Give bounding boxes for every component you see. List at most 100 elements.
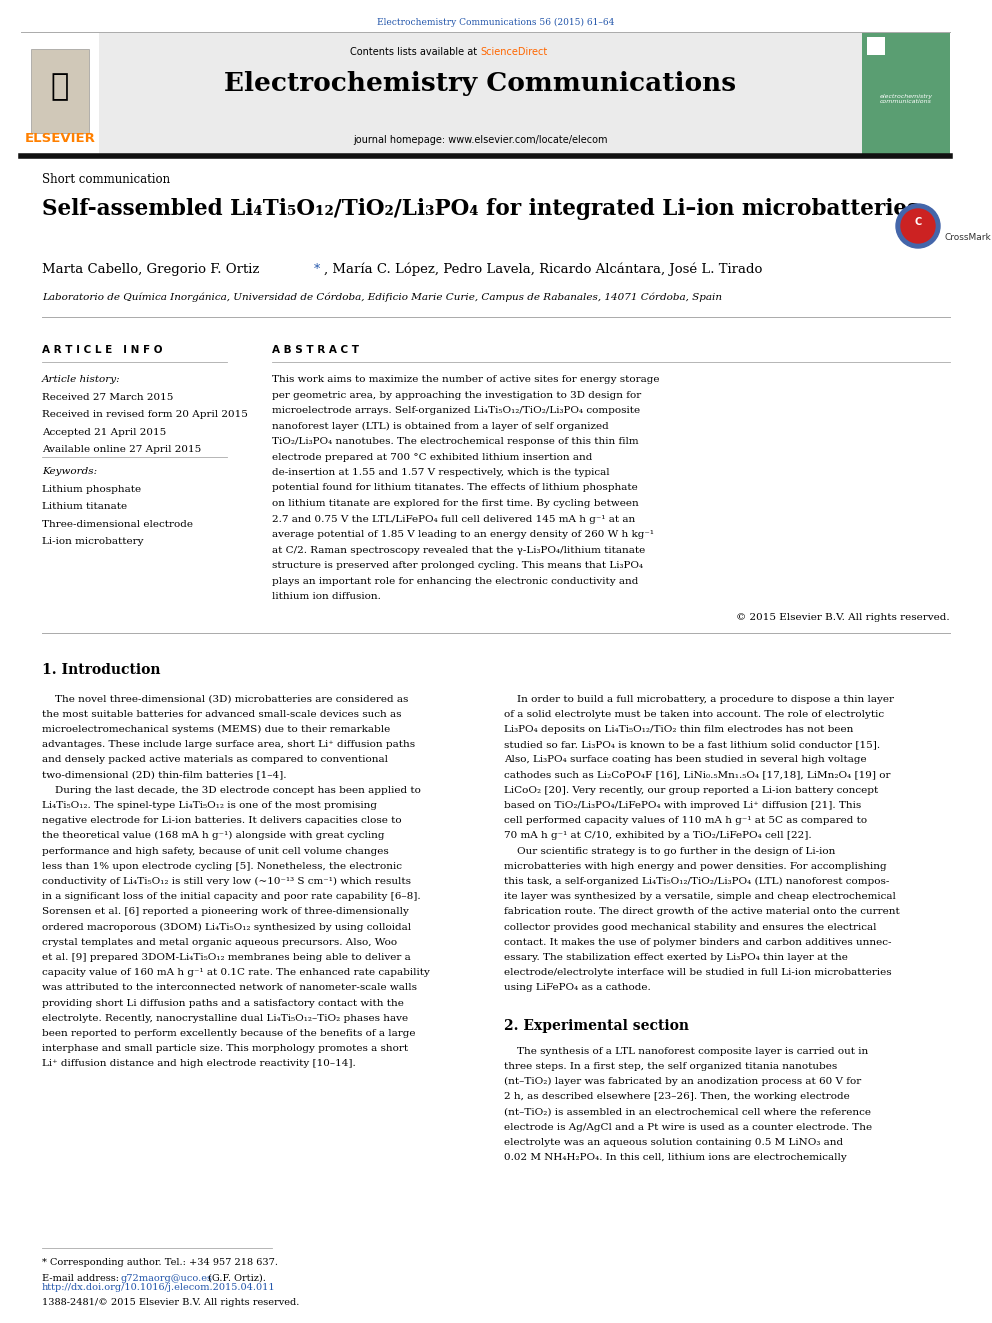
- Text: structure is preserved after prolonged cycling. This means that Li₃PO₄: structure is preserved after prolonged c…: [272, 561, 643, 570]
- Text: Laboratorio de Química Inorgánica, Universidad de Córdoba, Edificio Marie Curie,: Laboratorio de Química Inorgánica, Unive…: [42, 292, 722, 303]
- Text: based on TiO₂/Li₃PO₄/LiFePO₄ with improved Li⁺ diffusion [21]. This: based on TiO₂/Li₃PO₄/LiFePO₄ with improv…: [504, 800, 861, 810]
- Text: The synthesis of a LTL nanoforest composite layer is carried out in: The synthesis of a LTL nanoforest compos…: [504, 1046, 868, 1056]
- Text: conductivity of Li₄Ti₅O₁₂ is still very low (~10⁻¹³ S cm⁻¹) which results: conductivity of Li₄Ti₅O₁₂ is still very …: [42, 877, 411, 886]
- Text: three steps. In a first step, the self organized titania nanotubes: three steps. In a first step, the self o…: [504, 1061, 837, 1070]
- Text: Article history:: Article history:: [42, 374, 121, 384]
- Text: A R T I C L E   I N F O: A R T I C L E I N F O: [42, 345, 163, 355]
- Text: *: *: [314, 263, 320, 277]
- Text: electrode prepared at 700 °C exhibited lithium insertion and: electrode prepared at 700 °C exhibited l…: [272, 452, 592, 462]
- Text: performance and high safety, because of unit cell volume changes: performance and high safety, because of …: [42, 847, 389, 856]
- Text: Sorensen et al. [6] reported a pioneering work of three-dimensionally: Sorensen et al. [6] reported a pioneerin…: [42, 908, 409, 917]
- Text: Li₃PO₄ deposits on Li₄Ti₅O₁₂/TiO₂ thin film electrodes has not been: Li₃PO₄ deposits on Li₄Ti₅O₁₂/TiO₂ thin f…: [504, 725, 853, 734]
- Text: Electrochemistry Communications 56 (2015) 61–64: Electrochemistry Communications 56 (2015…: [377, 19, 615, 28]
- Text: electrode/electrolyte interface will be studied in full Li-ion microbatteries: electrode/electrolyte interface will be …: [504, 968, 892, 978]
- Text: Marta Cabello, Gregorio F. Ortiz: Marta Cabello, Gregorio F. Ortiz: [42, 263, 264, 277]
- Text: http://dx.doi.org/10.1016/j.elecom.2015.04.011: http://dx.doi.org/10.1016/j.elecom.2015.…: [42, 1283, 276, 1293]
- Text: LiCoO₂ [20]. Very recently, our group reported a Li-ion battery concept: LiCoO₂ [20]. Very recently, our group re…: [504, 786, 878, 795]
- Text: * Corresponding author. Tel.: +34 957 218 637.: * Corresponding author. Tel.: +34 957 21…: [42, 1258, 278, 1267]
- Text: and densely packed active materials as compared to conventional: and densely packed active materials as c…: [42, 755, 388, 765]
- Text: 70 mA h g⁻¹ at C/10, exhibited by a TiO₂/LiFePO₄ cell [22].: 70 mA h g⁻¹ at C/10, exhibited by a TiO₂…: [504, 831, 811, 840]
- Text: Three-dimensional electrode: Three-dimensional electrode: [42, 520, 193, 528]
- Text: less than 1% upon electrode cycling [5]. Nonetheless, the electronic: less than 1% upon electrode cycling [5].…: [42, 861, 402, 871]
- Text: de-insertion at 1.55 and 1.57 V respectively, which is the typical: de-insertion at 1.55 and 1.57 V respecti…: [272, 468, 610, 478]
- Text: Contents lists available at: Contents lists available at: [350, 48, 480, 57]
- Text: fabrication route. The direct growth of the active material onto the current: fabrication route. The direct growth of …: [504, 908, 900, 917]
- FancyBboxPatch shape: [31, 49, 89, 134]
- FancyBboxPatch shape: [21, 33, 99, 155]
- Text: Li-ion microbattery: Li-ion microbattery: [42, 537, 144, 546]
- Text: 🌲: 🌲: [51, 73, 69, 102]
- Text: © 2015 Elsevier B.V. All rights reserved.: © 2015 Elsevier B.V. All rights reserved…: [736, 613, 950, 622]
- Text: E-mail address:: E-mail address:: [42, 1274, 122, 1283]
- Text: Also, Li₃PO₄ surface coating has been studied in several high voltage: Also, Li₃PO₄ surface coating has been st…: [504, 755, 867, 765]
- Text: Accepted 21 April 2015: Accepted 21 April 2015: [42, 427, 167, 437]
- Text: been reported to perform excellently because of the benefits of a large: been reported to perform excellently bec…: [42, 1029, 416, 1039]
- Text: electrochemistry
communications: electrochemistry communications: [880, 94, 932, 105]
- Text: Lithium phosphate: Lithium phosphate: [42, 484, 141, 493]
- Text: CrossMark: CrossMark: [944, 233, 991, 242]
- Text: essary. The stabilization effect exerted by Li₃PO₄ thin layer at the: essary. The stabilization effect exerted…: [504, 953, 848, 962]
- Text: electrolyte. Recently, nanocrystalline dual Li₄Ti₅O₁₂–TiO₂ phases have: electrolyte. Recently, nanocrystalline d…: [42, 1013, 408, 1023]
- Text: A B S T R A C T: A B S T R A C T: [272, 345, 359, 355]
- Text: of a solid electrolyte must be taken into account. The role of electrolytic: of a solid electrolyte must be taken int…: [504, 709, 884, 718]
- Text: Keywords:: Keywords:: [42, 467, 97, 476]
- Text: studied so far. Li₃PO₄ is known to be a fast lithium solid conductor [15].: studied so far. Li₃PO₄ is known to be a …: [504, 740, 880, 749]
- Text: journal homepage: www.elsevier.com/locate/elecom: journal homepage: www.elsevier.com/locat…: [353, 135, 608, 146]
- Text: electrode is Ag/AgCl and a Pt wire is used as a counter electrode. The: electrode is Ag/AgCl and a Pt wire is us…: [504, 1122, 872, 1131]
- Text: 1. Introduction: 1. Introduction: [42, 663, 161, 676]
- Text: Li₄Ti₅O₁₂. The spinel-type Li₄Ti₅O₁₂ is one of the most promising: Li₄Ti₅O₁₂. The spinel-type Li₄Ti₅O₁₂ is …: [42, 800, 377, 810]
- Text: cathodes such as Li₂CoPO₄F [16], LiNi₀.₅Mn₁.₅O₄ [17,18], LiMn₂O₄ [19] or: cathodes such as Li₂CoPO₄F [16], LiNi₀.₅…: [504, 770, 891, 779]
- Text: microbatteries with high energy and power densities. For accomplishing: microbatteries with high energy and powe…: [504, 861, 887, 871]
- Text: et al. [9] prepared 3DOM-Li₄Ti₅O₁₂ membranes being able to deliver a: et al. [9] prepared 3DOM-Li₄Ti₅O₁₂ membr…: [42, 953, 411, 962]
- Text: Available online 27 April 2015: Available online 27 April 2015: [42, 445, 201, 454]
- Text: (nt–TiO₂) layer was fabricated by an anodization process at 60 V for: (nt–TiO₂) layer was fabricated by an ano…: [504, 1077, 861, 1086]
- Text: using LiFePO₄ as a cathode.: using LiFePO₄ as a cathode.: [504, 983, 651, 992]
- Text: the theoretical value (168 mA h g⁻¹) alongside with great cycling: the theoretical value (168 mA h g⁻¹) alo…: [42, 831, 385, 840]
- Text: g72maorg@uco.es: g72maorg@uco.es: [120, 1274, 212, 1283]
- Text: The novel three-dimensional (3D) microbatteries are considered as: The novel three-dimensional (3D) microba…: [42, 695, 409, 704]
- Text: During the last decade, the 3D electrode concept has been applied to: During the last decade, the 3D electrode…: [42, 786, 421, 795]
- Text: nanoforest layer (LTL) is obtained from a layer of self organized: nanoforest layer (LTL) is obtained from …: [272, 422, 609, 430]
- FancyBboxPatch shape: [99, 33, 862, 155]
- Text: ScienceDirect: ScienceDirect: [480, 48, 548, 57]
- Text: negative electrode for Li-ion batteries. It delivers capacities close to: negative electrode for Li-ion batteries.…: [42, 816, 402, 826]
- Text: Electrochemistry Communications: Electrochemistry Communications: [224, 71, 737, 97]
- Text: providing short Li diffusion paths and a satisfactory contact with the: providing short Li diffusion paths and a…: [42, 999, 404, 1008]
- Text: was attributed to the interconnected network of nanometer-scale walls: was attributed to the interconnected net…: [42, 983, 417, 992]
- Text: Received 27 March 2015: Received 27 March 2015: [42, 393, 174, 401]
- Text: ordered macroporous (3DOM) Li₄Ti₅O₁₂ synthesized by using colloidal: ordered macroporous (3DOM) Li₄Ti₅O₁₂ syn…: [42, 922, 411, 931]
- FancyBboxPatch shape: [867, 37, 885, 56]
- Text: capacity value of 160 mA h g⁻¹ at 0.1C rate. The enhanced rate capability: capacity value of 160 mA h g⁻¹ at 0.1C r…: [42, 968, 430, 978]
- Text: microelectrode arrays. Self-organized Li₄Ti₅O₁₂/TiO₂/Li₃PO₄ composite: microelectrode arrays. Self-organized Li…: [272, 406, 640, 415]
- Text: ELSEVIER: ELSEVIER: [25, 132, 95, 146]
- Text: average potential of 1.85 V leading to an energy density of 260 W h kg⁻¹: average potential of 1.85 V leading to a…: [272, 531, 654, 538]
- Text: in a significant loss of the initial capacity and poor rate capability [6–8].: in a significant loss of the initial cap…: [42, 892, 421, 901]
- Text: TiO₂/Li₃PO₄ nanotubes. The electrochemical response of this thin film: TiO₂/Li₃PO₄ nanotubes. The electrochemic…: [272, 437, 639, 446]
- Text: collector provides good mechanical stability and ensures the electrical: collector provides good mechanical stabi…: [504, 922, 877, 931]
- Text: Lithium titanate: Lithium titanate: [42, 501, 127, 511]
- FancyBboxPatch shape: [862, 33, 950, 155]
- Circle shape: [901, 209, 935, 243]
- Text: 0.02 M NH₄H₂PO₄. In this cell, lithium ions are electrochemically: 0.02 M NH₄H₂PO₄. In this cell, lithium i…: [504, 1152, 847, 1162]
- Text: (nt–TiO₂) is assembled in an electrochemical cell where the reference: (nt–TiO₂) is assembled in an electrochem…: [504, 1107, 871, 1117]
- Text: 2 h, as described elsewhere [23–26]. Then, the working electrode: 2 h, as described elsewhere [23–26]. The…: [504, 1091, 850, 1101]
- Text: Received in revised form 20 April 2015: Received in revised form 20 April 2015: [42, 410, 248, 419]
- Text: plays an important role for enhancing the electronic conductivity and: plays an important role for enhancing th…: [272, 577, 639, 586]
- Text: crystal templates and metal organic aqueous precursors. Also, Woo: crystal templates and metal organic aque…: [42, 938, 397, 947]
- Text: Short communication: Short communication: [42, 173, 170, 187]
- Text: at C/2. Raman spectroscopy revealed that the γ-Li₃PO₄/lithium titanate: at C/2. Raman spectroscopy revealed that…: [272, 545, 645, 554]
- Text: (G.F. Ortiz).: (G.F. Ortiz).: [205, 1274, 266, 1283]
- Text: , María C. López, Pedro Lavela, Ricardo Alcántara, José L. Tirado: , María C. López, Pedro Lavela, Ricardo …: [324, 263, 763, 277]
- Text: microelectromechanical systems (MEMS) due to their remarkable: microelectromechanical systems (MEMS) du…: [42, 725, 390, 734]
- Text: 1388-2481/© 2015 Elsevier B.V. All rights reserved.: 1388-2481/© 2015 Elsevier B.V. All right…: [42, 1298, 300, 1307]
- Text: the most suitable batteries for advanced small-scale devices such as: the most suitable batteries for advanced…: [42, 709, 402, 718]
- Text: two-dimensional (2D) thin-film batteries [1–4].: two-dimensional (2D) thin-film batteries…: [42, 770, 287, 779]
- Text: advantages. These include large surface area, short Li⁺ diffusion paths: advantages. These include large surface …: [42, 740, 415, 749]
- Text: This work aims to maximize the number of active sites for energy storage: This work aims to maximize the number of…: [272, 374, 660, 384]
- Text: ite layer was synthesized by a versatile, simple and cheap electrochemical: ite layer was synthesized by a versatile…: [504, 892, 896, 901]
- Text: 2.7 and 0.75 V the LTL/LiFePO₄ full cell delivered 145 mA h g⁻¹ at an: 2.7 and 0.75 V the LTL/LiFePO₄ full cell…: [272, 515, 635, 524]
- Text: 2. Experimental section: 2. Experimental section: [504, 1019, 689, 1032]
- Text: electrolyte was an aqueous solution containing 0.5 M LiNO₃ and: electrolyte was an aqueous solution cont…: [504, 1138, 843, 1147]
- Text: lithium ion diffusion.: lithium ion diffusion.: [272, 591, 381, 601]
- Text: In order to build a full microbattery, a procedure to dispose a thin layer: In order to build a full microbattery, a…: [504, 695, 894, 704]
